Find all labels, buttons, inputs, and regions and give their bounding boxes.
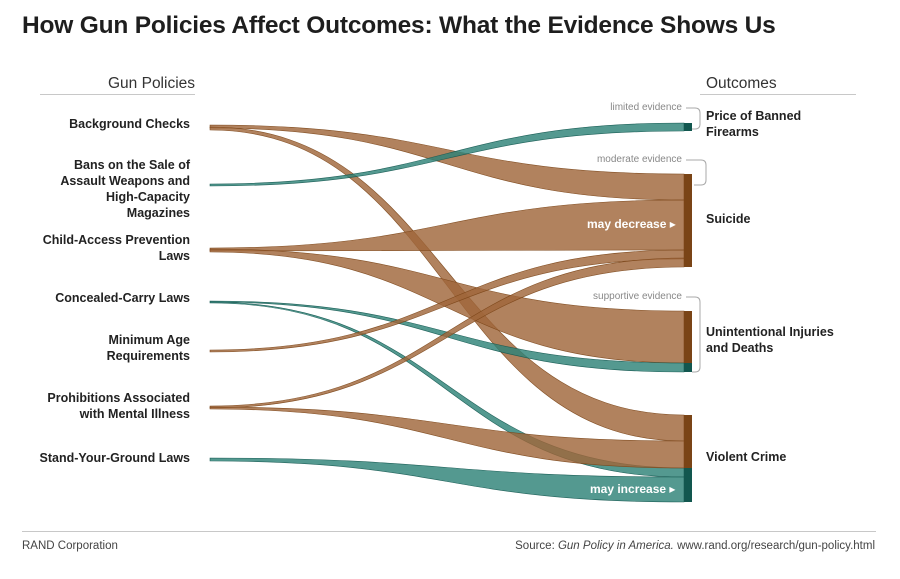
policy-stand-your-ground: Stand-Your-Ground Laws (39, 451, 190, 465)
limited-evidence-bracket (686, 107, 701, 130)
outcome-price-of-banned-firearms: Price of Banned Firearms (706, 109, 802, 139)
source-url: www.rand.org/research/gun-policy.html (673, 540, 875, 552)
moderate-evidence-label: moderate evidence (596, 154, 682, 165)
footer-rule (22, 531, 876, 532)
policies-heading-rule (40, 94, 195, 95)
supportive-evidence-bracket (686, 296, 701, 373)
flow-bands (209, 122, 685, 503)
may-decrease-label: may decrease ▸ (587, 217, 676, 231)
outcome-bars (684, 123, 692, 502)
supportive-evidence-label: supportive evidence (593, 291, 682, 302)
source-publication: Gun Policy in America. (557, 540, 674, 552)
policy-child-access-prevention: Child-Access Prevention Laws (42, 233, 190, 263)
outcomes-heading-rule (700, 94, 856, 95)
unintentional-decrease-bar (684, 311, 692, 363)
outcomes-column-heading: Outcomes (706, 75, 777, 92)
outcome-suicide: Suicide (706, 212, 751, 226)
limited-evidence-label: limited evidence (610, 102, 682, 113)
price-increase-bar (684, 123, 692, 131)
policy-background-checks: Background Checks (69, 117, 190, 131)
footer-source: Source: Gun Policy in America. www.rand.… (515, 540, 875, 552)
suicide-decrease-bar (684, 174, 692, 267)
policy-assault-weapons-bans: Bans on the Sale of Assault Weapons and … (60, 158, 190, 220)
policy-minimum-age: Minimum Age Requirements (106, 333, 190, 363)
source-prefix: Source: (515, 540, 558, 552)
policies-column-heading: Gun Policies (108, 75, 196, 92)
may-increase-label: may increase ▸ (590, 482, 676, 496)
violent-crime-increase-bar (684, 468, 692, 502)
evidence-brackets (686, 107, 707, 373)
page-title: How Gun Policies Affect Outcomes: What t… (22, 12, 776, 39)
flow-prohibitions-associated-with-m-to-violent-crime (209, 406, 685, 469)
unintentional-increase-bar (684, 363, 692, 372)
policy-mental-illness-prohibitions: Prohibitions Associated with Mental Illn… (47, 391, 190, 421)
policy-concealed-carry: Concealed-Carry Laws (55, 291, 190, 305)
outcome-violent-crime: Violent Crime (706, 450, 787, 464)
outcome-unintentional-injuries: Unintentional Injuries and Deaths (706, 325, 834, 355)
footer-organization: RAND Corporation (22, 540, 118, 552)
violent-crime-decrease-bar (684, 415, 692, 468)
moderate-evidence-bracket (686, 159, 707, 186)
